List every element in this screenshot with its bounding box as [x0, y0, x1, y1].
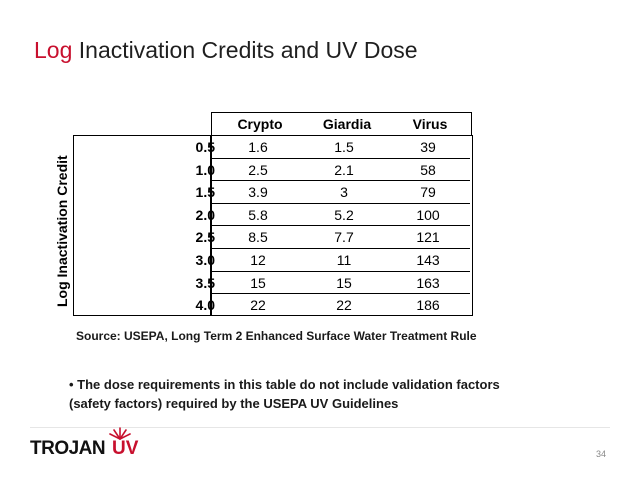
trojan-uv-logo: TROJAN UV	[30, 427, 190, 462]
row-divider	[211, 202, 470, 204]
page-number: 34	[596, 449, 607, 459]
footnote: • The dose requirements in this table do…	[69, 375, 500, 413]
row-divider	[211, 157, 470, 159]
table-cell: 121	[416, 229, 440, 246]
table-cell: 8.5	[248, 229, 268, 246]
row-label: 1.0	[195, 161, 215, 178]
row-axis-label: Log Inactivation Credit	[54, 155, 70, 307]
row-divider	[211, 270, 470, 272]
logo-text-uv: UV	[112, 438, 139, 459]
dose-table: Crypto Giardia Virus 0.5 1.6 1.5 39 1.0 2.5 2.…	[73, 112, 473, 316]
table-cell: 11	[336, 252, 352, 268]
table-cell: 22	[336, 297, 352, 314]
table-cell: 15	[250, 274, 266, 291]
row-label: 1.5	[195, 184, 215, 201]
table-cell: 1.5	[334, 139, 354, 155]
table-cell: 5.8	[248, 206, 268, 223]
sunburst-icon	[109, 427, 131, 440]
slide-title: Log Inactivation Credits and UV Dose	[34, 37, 418, 64]
row-label: 2.0	[195, 206, 215, 223]
row-label: 0.5	[195, 139, 215, 155]
title-rest: Inactivation Credits and UV Dose	[78, 37, 418, 63]
column-divider	[210, 135, 212, 316]
table-cell: 39	[420, 139, 436, 155]
column-header-crypto: Crypto	[237, 116, 283, 132]
table-cell: 100	[416, 206, 440, 223]
table-header: Crypto Giardia Virus	[211, 112, 472, 135]
table-cell: 7.7	[334, 229, 354, 246]
table-cell: 5.2	[334, 206, 354, 223]
table-cell: 15	[336, 274, 352, 291]
table-cell: 143	[416, 252, 440, 268]
row-divider	[211, 180, 470, 182]
table-cell: 163	[416, 274, 440, 291]
footnote-line-1: • The dose requirements in this table do…	[69, 377, 500, 392]
row-divider	[211, 293, 470, 295]
title-accent: Log	[34, 37, 73, 63]
table-cell: 3.9	[248, 184, 268, 201]
row-divider	[211, 225, 470, 227]
table-cell: 22	[250, 297, 266, 314]
logo-text-trojan: TROJAN	[30, 438, 106, 459]
table-cell: 2.1	[334, 161, 354, 178]
footnote-line-2: (safety factors) required by the USEPA U…	[69, 396, 399, 411]
table-cell: 58	[420, 161, 436, 178]
row-label: 3.5	[195, 274, 215, 291]
footer-divider	[30, 427, 610, 428]
table-cell: 2.5	[248, 161, 268, 178]
table-cell: 12	[250, 252, 266, 268]
column-header-virus: Virus	[412, 116, 448, 132]
table-cell: 3	[340, 184, 348, 201]
source-citation: Source: USEPA, Long Term 2 Enhanced Surf…	[76, 329, 477, 343]
row-label: 2.5	[195, 229, 215, 246]
column-header-giardia: Giardia	[322, 116, 372, 132]
table-cell: 186	[416, 297, 440, 314]
table-cell: 1.6	[248, 139, 268, 155]
table-cell: 79	[420, 184, 436, 201]
row-divider	[211, 248, 470, 249]
row-label: 4.0	[195, 297, 215, 314]
row-label: 3.0	[195, 252, 215, 268]
